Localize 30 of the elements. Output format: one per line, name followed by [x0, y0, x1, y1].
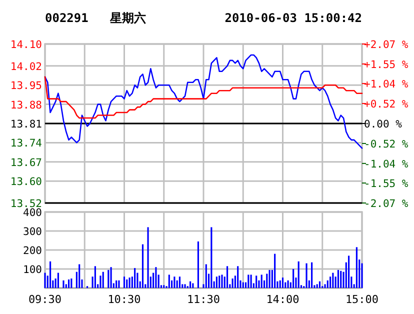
- line-series: [44, 76, 363, 119]
- y2-tick-label: -2.07 %: [364, 198, 409, 210]
- x-tick-label: 14:00: [266, 293, 300, 306]
- x-tick-label: 10:30: [108, 293, 141, 306]
- y-tick-label: 13.95: [10, 80, 42, 92]
- y2-tick-label: -1.55 %: [364, 178, 409, 190]
- y2-tick-label: -0.52 %: [364, 138, 409, 150]
- y-tick-label: 13.67: [10, 156, 42, 169]
- x-tick-label: 15:00: [345, 293, 379, 306]
- y2-tick-label: +2.07 %: [364, 39, 409, 51]
- y2-tick-label: +1.04 %: [364, 78, 409, 91]
- x-tick-label: 09:30: [28, 293, 62, 306]
- line-series: [44, 54, 363, 149]
- y-tick-label: 100: [23, 264, 42, 276]
- chart-subtitle: 2010-06-03 15:00:42: [224, 11, 362, 25]
- y2-tick-label: +0.52 %: [364, 98, 409, 111]
- y2-tick-label: -1.04 %: [364, 158, 409, 170]
- y-tick-label: 400: [23, 207, 42, 219]
- y-tick-label: 200: [23, 245, 42, 257]
- y2-tick-label: +1.55 %: [364, 58, 409, 71]
- y-tick-label: 13.88: [10, 99, 42, 112]
- y-tick-label: 13.74: [10, 138, 42, 150]
- x-tick-label: 11:30: [186, 293, 220, 306]
- y-tick-label: 13.60: [10, 176, 42, 188]
- y2-tick-label: 0.00 %: [364, 118, 403, 130]
- chart-title: 002291 星期六: [45, 11, 146, 25]
- y-tick-label: 14.10: [10, 39, 42, 51]
- y-tick-label: 14.02: [10, 60, 42, 73]
- y-tick-label: 13.81: [10, 118, 42, 130]
- y-tick-label: 300: [23, 226, 42, 238]
